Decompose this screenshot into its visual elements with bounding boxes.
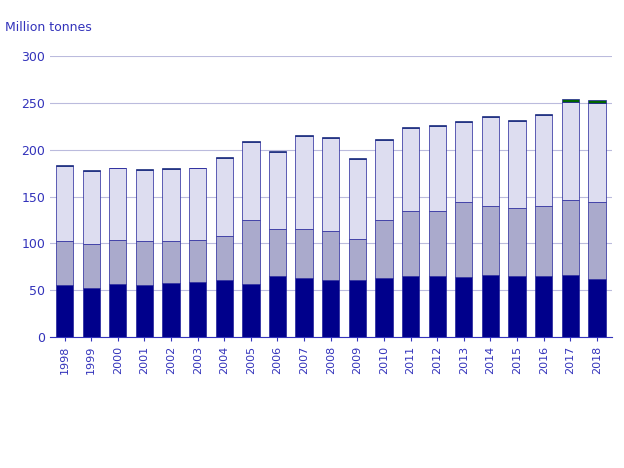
Bar bbox=[295, 229, 313, 278]
Bar bbox=[429, 125, 446, 126]
Bar bbox=[242, 141, 260, 142]
Bar bbox=[509, 121, 525, 208]
Bar bbox=[402, 276, 419, 337]
Bar bbox=[429, 211, 446, 276]
Bar bbox=[322, 138, 339, 231]
Bar bbox=[242, 284, 260, 337]
Bar bbox=[535, 206, 552, 276]
Bar bbox=[189, 282, 207, 337]
Bar bbox=[535, 276, 552, 337]
Bar bbox=[509, 208, 525, 276]
Bar bbox=[295, 136, 313, 229]
Bar bbox=[162, 169, 180, 241]
Bar bbox=[82, 288, 100, 337]
Bar bbox=[269, 152, 286, 229]
Bar bbox=[109, 284, 127, 337]
Bar bbox=[322, 280, 339, 337]
Bar bbox=[402, 128, 419, 211]
Bar bbox=[349, 239, 366, 280]
Bar bbox=[295, 278, 313, 337]
Bar bbox=[588, 100, 605, 103]
Bar bbox=[189, 168, 207, 240]
Bar bbox=[216, 236, 233, 280]
Bar bbox=[242, 142, 260, 220]
Bar bbox=[269, 276, 286, 337]
Bar bbox=[482, 206, 499, 275]
Bar bbox=[402, 211, 419, 276]
Bar bbox=[375, 278, 392, 337]
Bar bbox=[216, 158, 233, 236]
Bar bbox=[349, 280, 366, 337]
Bar bbox=[242, 220, 260, 284]
Bar bbox=[136, 241, 153, 285]
Bar bbox=[375, 140, 392, 220]
Bar bbox=[535, 114, 552, 115]
Bar bbox=[56, 285, 73, 337]
Bar bbox=[535, 115, 552, 206]
Bar bbox=[482, 275, 499, 337]
Bar bbox=[562, 99, 579, 102]
Bar bbox=[136, 169, 153, 170]
Bar bbox=[562, 102, 579, 200]
Bar bbox=[56, 241, 73, 285]
Bar bbox=[56, 166, 73, 241]
Bar bbox=[136, 285, 153, 337]
Bar bbox=[216, 280, 233, 337]
Bar bbox=[269, 151, 286, 152]
Bar bbox=[82, 171, 100, 244]
Bar bbox=[482, 117, 499, 206]
Bar bbox=[588, 202, 605, 279]
Bar bbox=[509, 120, 525, 121]
Bar bbox=[562, 275, 579, 337]
Bar bbox=[136, 170, 153, 241]
Bar bbox=[588, 103, 605, 202]
Bar bbox=[349, 159, 366, 239]
Bar bbox=[322, 231, 339, 280]
Bar bbox=[162, 241, 180, 283]
Bar bbox=[562, 200, 579, 275]
Bar bbox=[375, 139, 392, 140]
Bar bbox=[455, 277, 472, 337]
Bar bbox=[455, 122, 472, 202]
Bar bbox=[82, 244, 100, 288]
Bar bbox=[56, 165, 73, 166]
Bar bbox=[216, 157, 233, 158]
Bar bbox=[429, 276, 446, 337]
Bar bbox=[455, 121, 472, 122]
Bar bbox=[482, 116, 499, 117]
Bar bbox=[82, 170, 100, 171]
Bar bbox=[269, 229, 286, 276]
Bar bbox=[588, 279, 605, 337]
Bar bbox=[455, 202, 472, 277]
Bar bbox=[162, 283, 180, 337]
Bar bbox=[109, 168, 127, 240]
Bar bbox=[429, 126, 446, 211]
Bar bbox=[402, 127, 419, 128]
Bar bbox=[375, 220, 392, 278]
Bar bbox=[109, 240, 127, 284]
Bar bbox=[162, 168, 180, 169]
Bar bbox=[509, 276, 525, 337]
Bar bbox=[189, 240, 207, 282]
Bar bbox=[349, 158, 366, 159]
Bar bbox=[322, 137, 339, 138]
Bar bbox=[295, 135, 313, 136]
Text: Million tonnes: Million tonnes bbox=[5, 21, 92, 34]
